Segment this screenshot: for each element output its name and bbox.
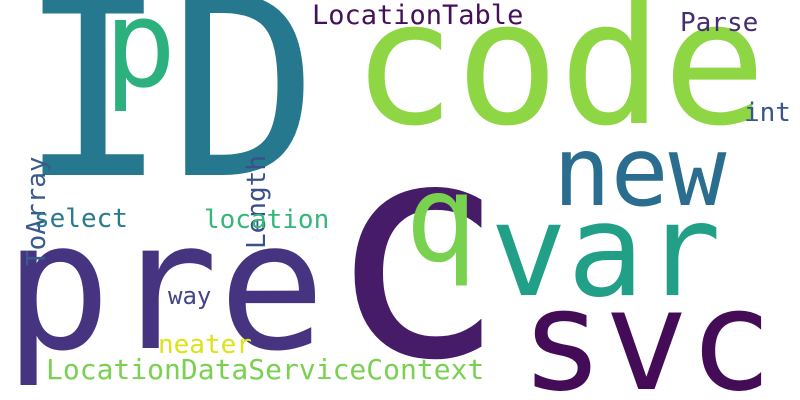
word-location-table: LocationTable [312, 0, 524, 31]
word-id: ID [18, 0, 320, 234]
word-var: var [490, 177, 722, 326]
word-code: code [352, 0, 767, 164]
word-location: location [204, 205, 330, 235]
word-select: select [34, 204, 128, 234]
word-pre: pre [4, 183, 326, 390]
word-location-data-service-context: LocationDataServiceContext [46, 353, 485, 386]
word-int: int [744, 98, 791, 128]
word-svc: svc [520, 260, 773, 400]
word-way: way [168, 282, 212, 310]
word-c: c [326, 77, 507, 400]
word-neater: neater [158, 330, 252, 360]
word-q: q [405, 150, 478, 289]
word-parse: Parse [680, 8, 759, 38]
word-p: p [104, 0, 177, 115]
word-new: new [553, 116, 727, 228]
